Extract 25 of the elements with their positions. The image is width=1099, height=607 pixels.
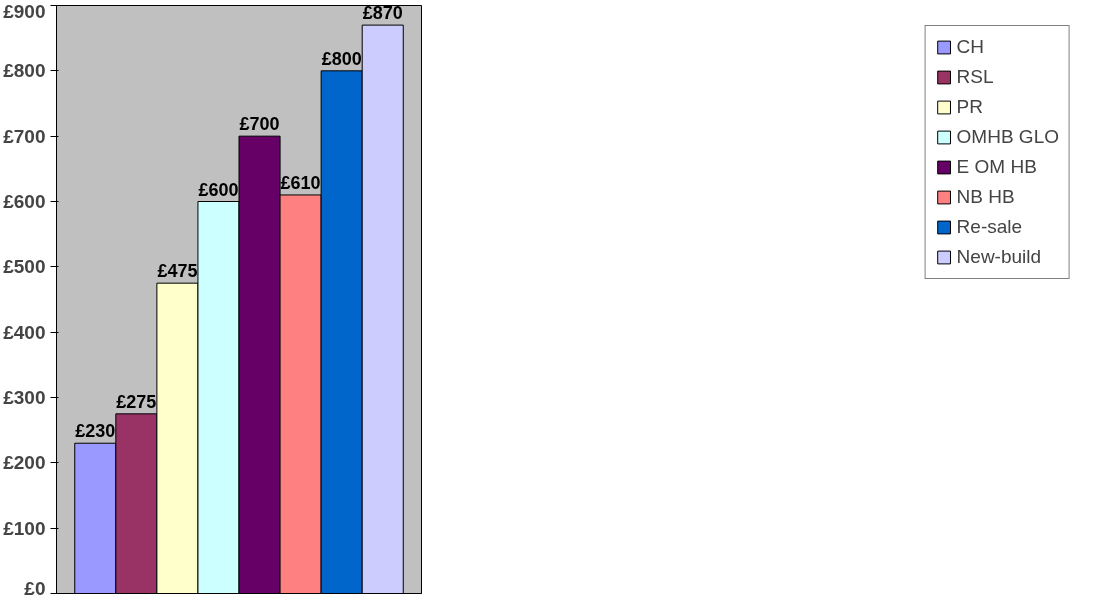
legend-label: NB HB <box>956 186 1015 208</box>
y-tick-label: £200 <box>3 452 46 474</box>
data-label: £230 <box>75 421 116 442</box>
y-tick-label: £700 <box>3 125 46 147</box>
legend-label: E OM HB <box>956 156 1037 178</box>
y-tick-label: £100 <box>3 517 46 539</box>
legend-label: OMHB GLO <box>956 126 1059 148</box>
legend-label: CH <box>956 36 985 58</box>
legend-label: Re-sale <box>956 216 1023 238</box>
legend-label: New-build <box>956 246 1042 268</box>
legend-label: RSL <box>956 66 994 88</box>
y-tick-label: £500 <box>3 256 46 278</box>
data-label: £700 <box>239 114 280 135</box>
data-label: £475 <box>157 261 198 282</box>
data-label: £600 <box>198 179 239 200</box>
legend-label: PR <box>956 96 983 118</box>
y-tick-label: £800 <box>3 60 46 82</box>
data-label: £275 <box>116 391 157 412</box>
y-tick-label: £400 <box>3 321 46 343</box>
data-label: £800 <box>321 48 362 69</box>
y-tick-label: £0 <box>24 577 46 599</box>
y-tick-label: £900 <box>3 0 46 22</box>
data-label: £870 <box>362 3 403 24</box>
y-tick-label: £600 <box>3 191 46 212</box>
y-tick-label: £300 <box>3 387 46 408</box>
